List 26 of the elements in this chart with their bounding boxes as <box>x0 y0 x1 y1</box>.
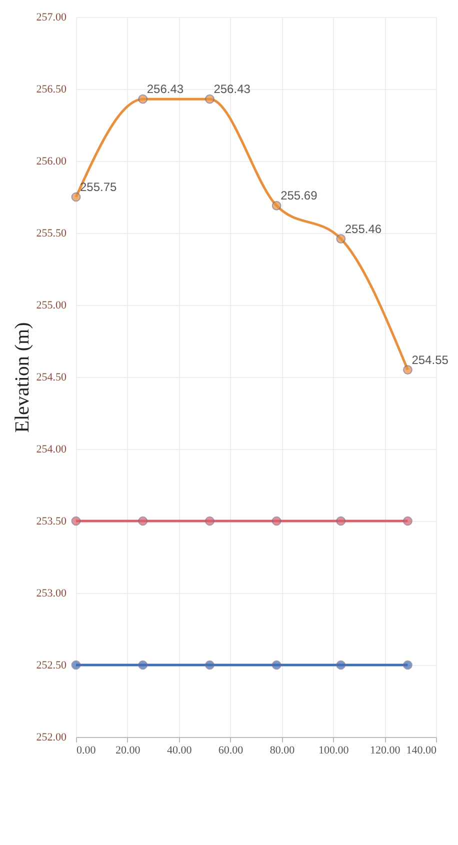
y-tick-label: 254.00 <box>36 444 67 456</box>
y-tick-label: 253.50 <box>36 516 67 528</box>
data-label: 256.43 <box>146 82 184 96</box>
data-label: 255.69 <box>280 188 318 203</box>
y-tick-label: 257.00 <box>36 12 67 24</box>
x-tick-label: 140.00 <box>406 744 437 756</box>
y-tick-label: 255.50 <box>36 228 67 240</box>
data-label: 255.75 <box>80 180 118 194</box>
y-tick-label: 254.50 <box>36 372 67 384</box>
data-label: 255.46 <box>344 222 382 236</box>
y-tick-label: 256.50 <box>36 84 67 96</box>
y-tick-label: 256.00 <box>36 156 67 168</box>
y-tick-label: 253.00 <box>36 588 67 600</box>
x-tick-label: 60.00 <box>218 744 244 756</box>
data-label: 256.43 <box>214 82 251 96</box>
x-tick-label: 40.00 <box>166 744 192 756</box>
y-tick-label: 255.00 <box>36 300 67 312</box>
x-tick-label: 80.00 <box>270 744 296 756</box>
x-tick-label: 100.00 <box>318 744 350 756</box>
x-tick-label: 120.00 <box>370 744 401 756</box>
data-label: 254.55 <box>412 352 449 367</box>
x-tick-label: 0.00 <box>76 744 96 756</box>
x-tick-label: 20.00 <box>116 744 141 756</box>
y-tick-label: 252.00 <box>36 732 67 744</box>
y-tick-label: 252.50 <box>36 660 67 672</box>
y-axis-title: Elevation (m) <box>11 322 34 433</box>
